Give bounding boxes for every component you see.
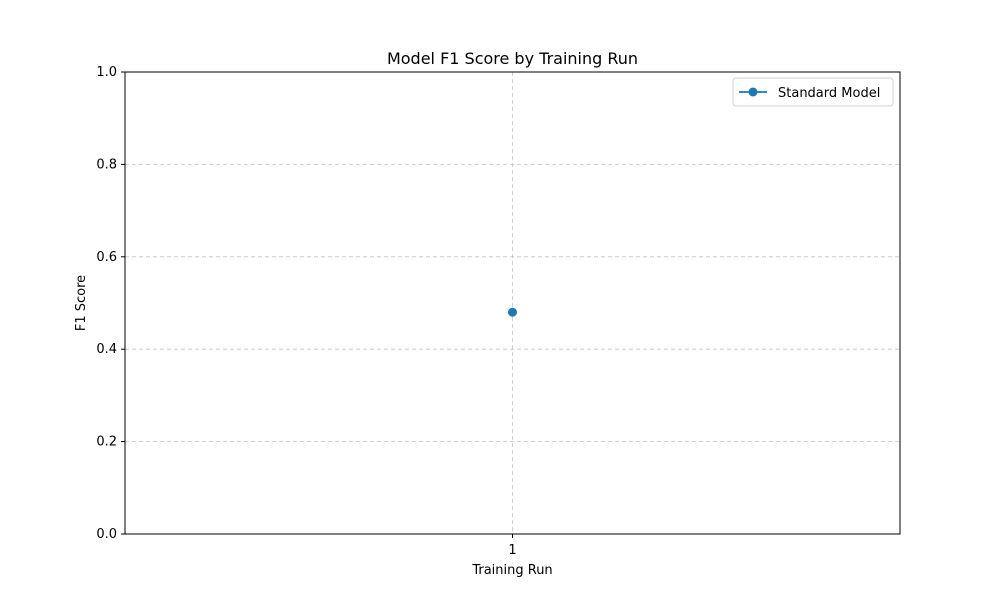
y-axis-label: F1 Score bbox=[74, 275, 89, 331]
y-tick-label: 1.0 bbox=[96, 65, 117, 80]
legend-box bbox=[732, 77, 894, 107]
y-tick-label: 0.0 bbox=[96, 527, 117, 542]
x-axis-label: Training Run bbox=[471, 563, 552, 578]
data-point bbox=[508, 307, 517, 317]
ticks-layer: 0.0 0.2 0.4 0.6 0.8 1.0 1 bbox=[96, 65, 516, 558]
y-tick-label: 0.6 bbox=[96, 250, 117, 265]
x-tick-label: 1 bbox=[508, 543, 516, 558]
legend-marker bbox=[748, 87, 758, 97]
y-tick-label: 0.2 bbox=[96, 435, 117, 450]
y-tick-label: 0.8 bbox=[96, 157, 117, 172]
series-layer bbox=[508, 307, 517, 317]
legend: Standard Model bbox=[732, 77, 894, 107]
legend-label: Standard Model bbox=[778, 86, 880, 101]
chart-title: Model F1 Score by Training Run bbox=[387, 49, 638, 68]
y-tick-label: 0.4 bbox=[96, 342, 117, 357]
